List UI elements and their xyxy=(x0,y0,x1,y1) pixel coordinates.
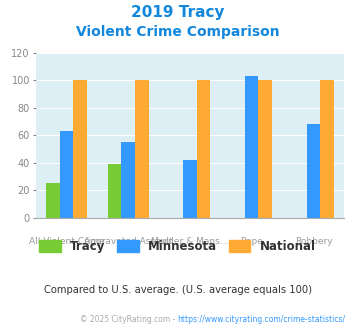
Text: All Violent Crime: All Violent Crime xyxy=(28,237,104,246)
Bar xyxy=(60,131,73,218)
Text: Murder & Mans...: Murder & Mans... xyxy=(151,237,229,246)
Bar xyxy=(320,80,334,218)
Text: Rape: Rape xyxy=(240,237,263,246)
Bar xyxy=(307,124,320,218)
Bar xyxy=(245,76,258,218)
Text: Violent Crime Comparison: Violent Crime Comparison xyxy=(76,25,279,39)
Bar xyxy=(258,80,272,218)
Bar xyxy=(135,80,148,218)
Bar xyxy=(121,142,135,218)
Text: Robbery: Robbery xyxy=(295,237,332,246)
Text: © 2025 CityRating.com -: © 2025 CityRating.com - xyxy=(80,315,178,324)
Bar xyxy=(73,80,87,218)
Bar xyxy=(108,164,121,218)
Bar xyxy=(46,183,60,218)
Text: https://www.cityrating.com/crime-statistics/: https://www.cityrating.com/crime-statist… xyxy=(178,315,346,324)
Bar xyxy=(197,80,210,218)
Text: 2019 Tracy: 2019 Tracy xyxy=(131,5,224,20)
Text: Compared to U.S. average. (U.S. average equals 100): Compared to U.S. average. (U.S. average … xyxy=(44,285,311,295)
Text: Aggravated Assault: Aggravated Assault xyxy=(84,237,173,246)
Bar xyxy=(183,160,197,218)
Legend: Tracy, Minnesota, National: Tracy, Minnesota, National xyxy=(36,236,319,256)
